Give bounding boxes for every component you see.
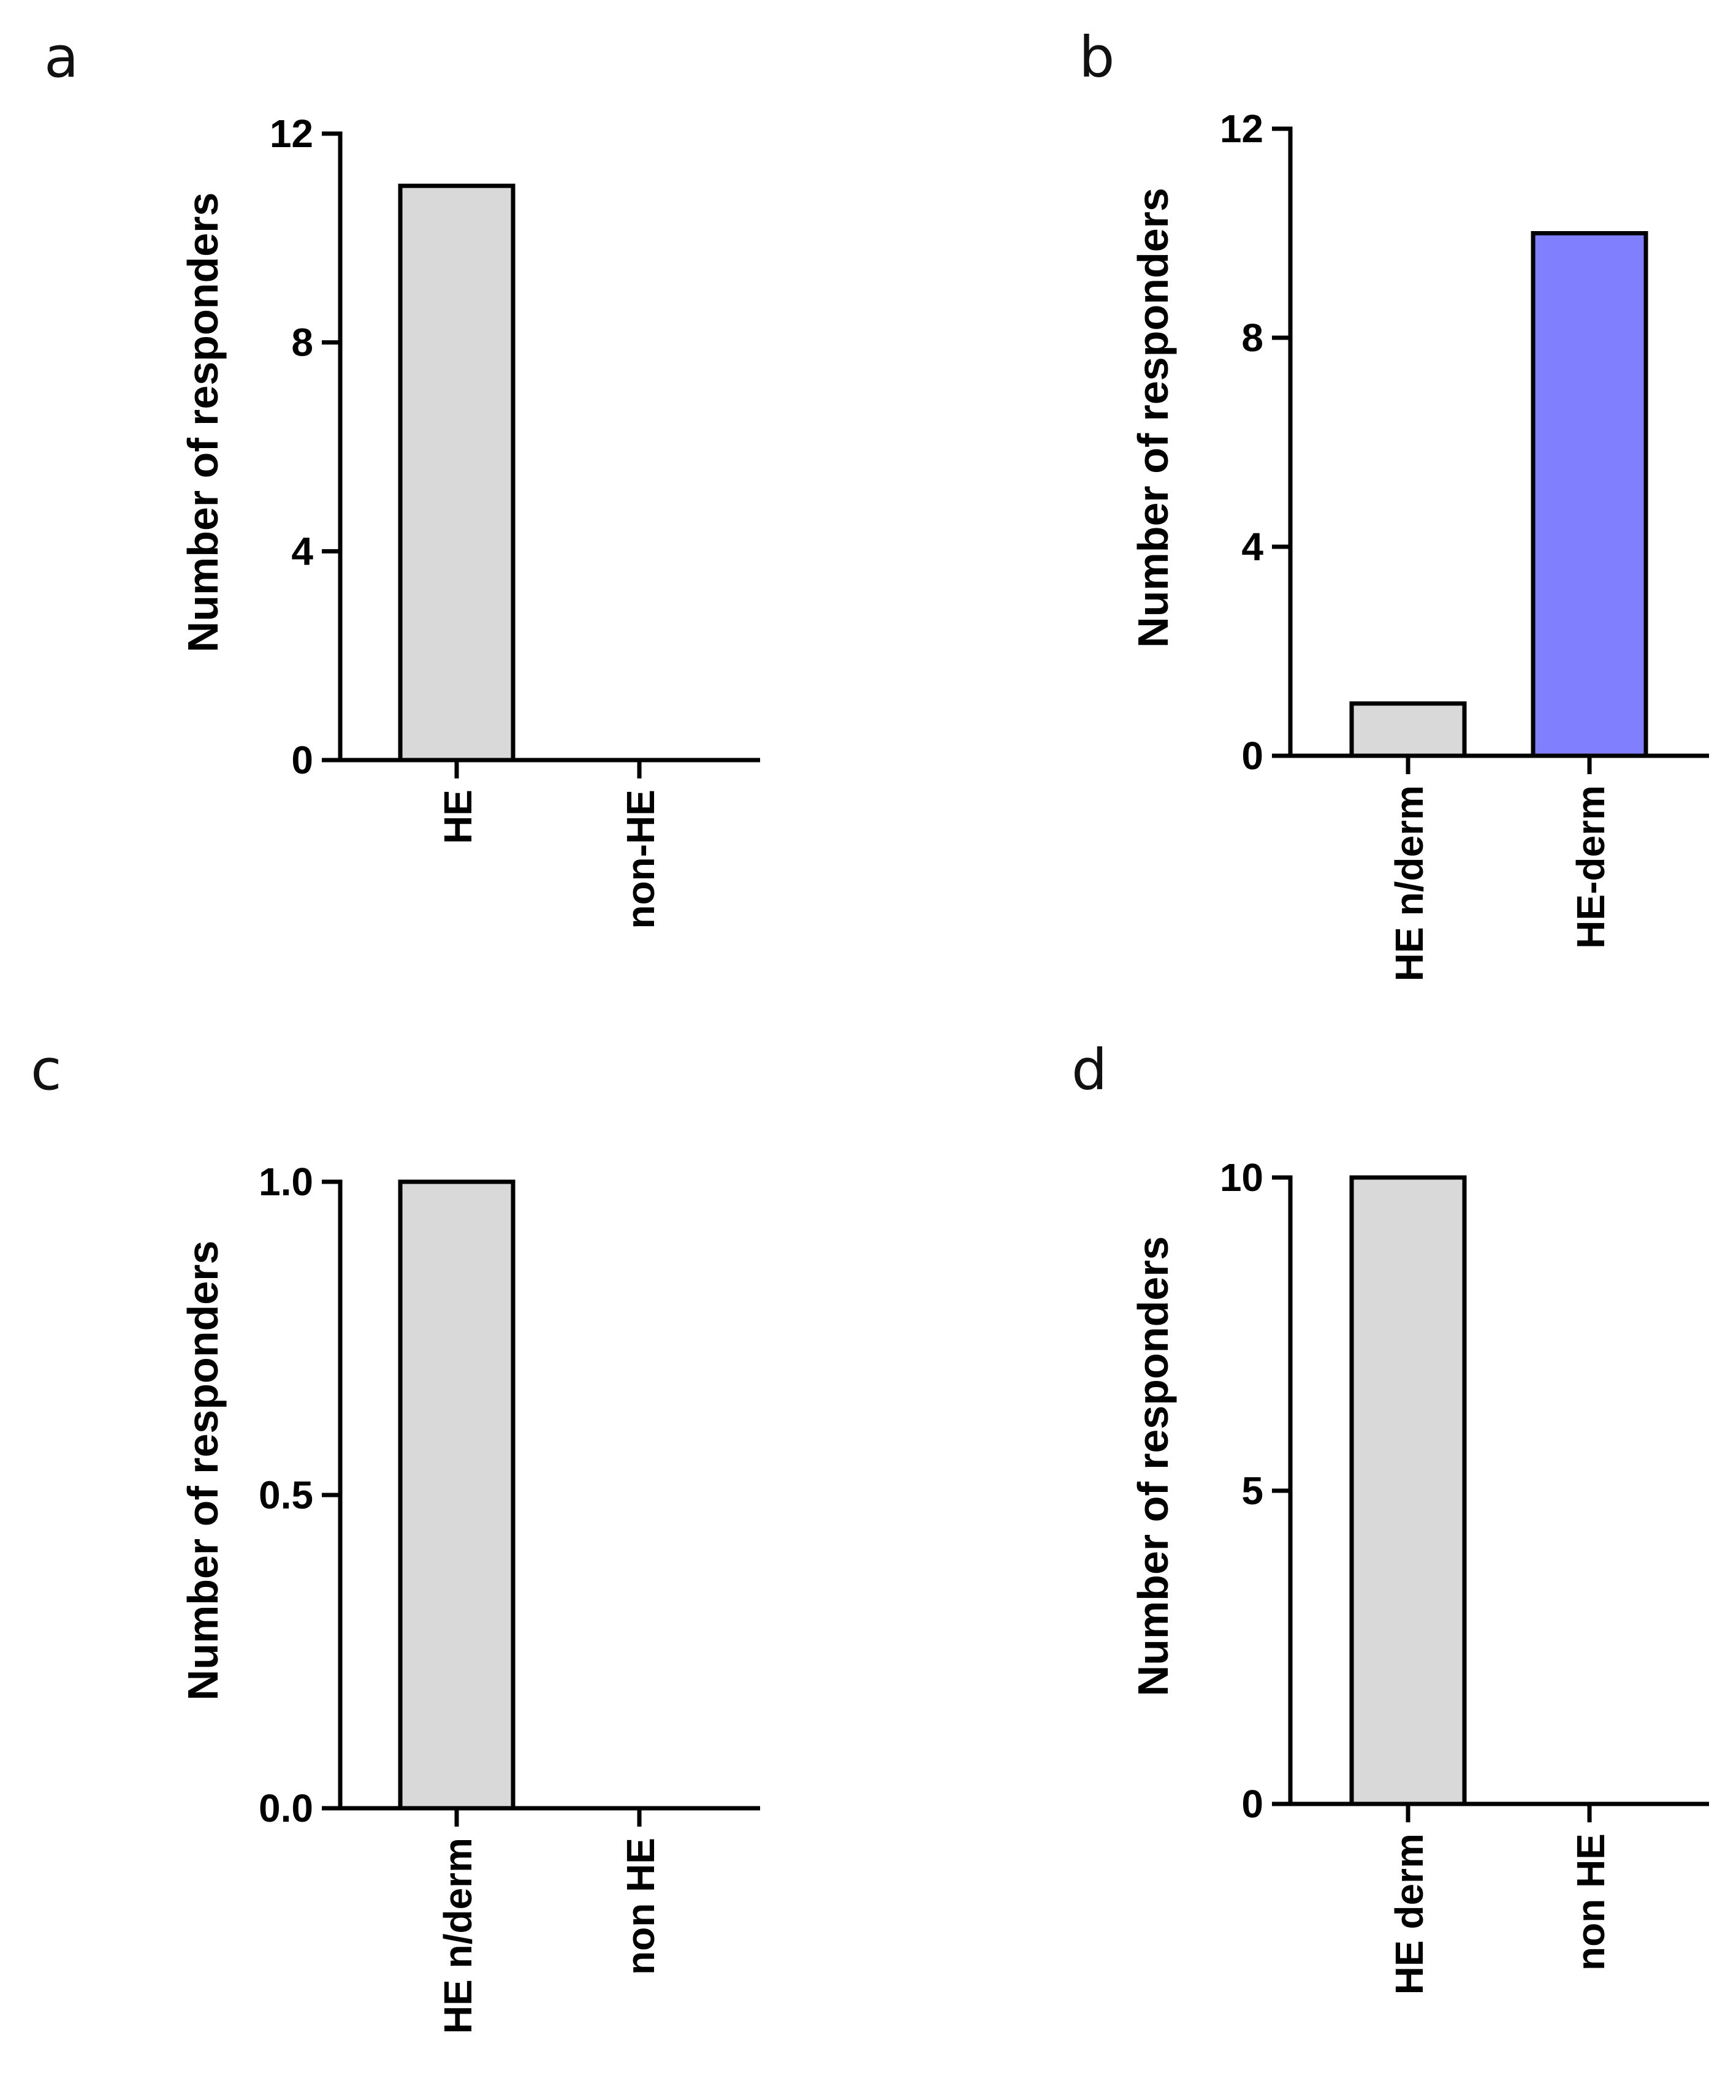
chart-panel-d: 0 5 10 HE derm non HE Number of responders [1129, 1155, 1709, 1995]
chart-panel-c: 0.0 0.5 1.0 HE n/derm non HE Number of respon… [179, 1160, 760, 2034]
x-tick-label-a-0: HE [436, 789, 480, 844]
y-tick-label-d-1: 5 [1241, 1469, 1263, 1513]
panel-letter-b: b [1079, 25, 1115, 90]
y-tick-label-c-1: 0.5 [259, 1473, 313, 1517]
y-tick-label-b-0: 0 [1241, 734, 1263, 778]
y-tick-label-d-0: 0 [1241, 1782, 1263, 1826]
y-tick-label-a-0: 0 [291, 738, 313, 782]
x-tick-label-d-0: HE derm [1387, 1833, 1431, 1995]
x-tick-label-b-0: HE n/derm [1387, 785, 1431, 981]
y-axis-title-b: Number of responders [1129, 188, 1177, 648]
chart-panel-a: 0 4 8 12 HE non-HE Number of responders [179, 112, 760, 929]
bar-b-1 [1349, 701, 1467, 758]
y-axis-title-a: Number of responders [179, 192, 227, 653]
y-tick-label-a-1: 4 [291, 529, 313, 573]
x-tick-label-c-1: non HE [619, 1838, 663, 1975]
chart-panel-b: 0 4 8 12 HE n/derm HE-derm Number of responder… [1129, 107, 1709, 981]
x-tick-label-c-0: HE n/derm [436, 1838, 480, 2034]
y-tick-label-d-2: 10 [1220, 1155, 1263, 1200]
bar-b-2 [1531, 231, 1648, 758]
x-tick-label-a-1: non-HE [619, 789, 663, 929]
panel-letter-c: c [31, 1037, 62, 1103]
y-axis-title-c: Number of responders [179, 1241, 227, 1701]
y-tick-label-a-3: 12 [270, 112, 313, 156]
x-tick-label-d-1: non HE [1569, 1833, 1613, 1971]
y-axis-title-d: Number of responders [1129, 1236, 1177, 1697]
x-tick-label-b-1: HE-derm [1569, 785, 1613, 949]
y-tick-label-c-2: 1.0 [259, 1160, 313, 1204]
panel-letter-a: a [44, 25, 79, 90]
y-tick-label-b-3: 12 [1220, 107, 1263, 151]
bar-d-1 [1349, 1175, 1467, 1806]
y-tick-label-c-0: 0.0 [259, 1786, 313, 1830]
y-tick-label-b-2: 8 [1241, 316, 1263, 360]
y-tick-label-b-1: 4 [1241, 525, 1263, 569]
panel-letter-d: d [1072, 1037, 1108, 1103]
bar-c-1 [398, 1179, 516, 1811]
bar-a-1 [398, 183, 516, 763]
y-tick-label-a-2: 8 [291, 321, 313, 365]
